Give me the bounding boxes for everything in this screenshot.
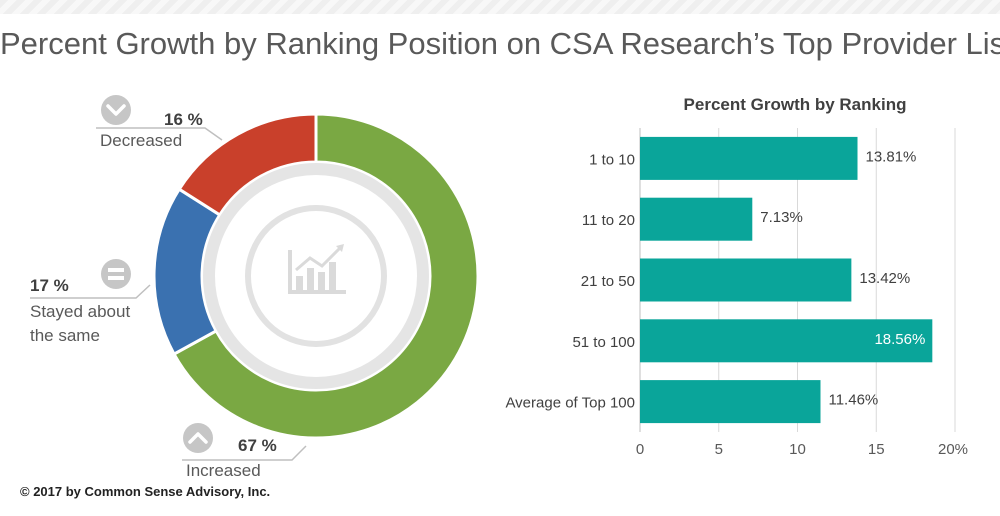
bar (640, 258, 852, 302)
bar (640, 136, 858, 180)
same-label: Stayed about the same (30, 302, 131, 345)
x-tick-label: 15 (868, 441, 885, 458)
category-label: 1 to 10 (589, 151, 635, 168)
value-label: 13.42% (859, 270, 910, 287)
value-label: 18.56% (874, 331, 925, 348)
equals-icon (101, 259, 131, 289)
callout-line-decreased (96, 127, 223, 141)
same-percent: 17 % (30, 276, 69, 295)
bar-chart-title: Percent Growth by Ranking (684, 95, 907, 114)
bar (640, 197, 753, 241)
copyright: © 2017 by Common Sense Advisory, Inc. (20, 484, 271, 499)
growth-chart-icon (245, 205, 387, 347)
increased-label: Increased (186, 461, 261, 480)
donut-inner-shadow (203, 163, 429, 389)
category-label: Average of Top 100 (505, 395, 635, 412)
chevron-up-icon (183, 423, 213, 453)
x-tick-label: 5 (715, 441, 723, 458)
value-label: 7.13% (760, 209, 803, 226)
category-label: 51 to 100 (572, 334, 635, 351)
decreased-label: Decreased (100, 131, 183, 150)
page-title: Percent Growth by Ranking Position on CS… (0, 26, 1000, 61)
chevron-down-icon (101, 95, 131, 125)
bar (640, 319, 933, 363)
value-label: 13.81% (866, 148, 917, 165)
x-tick-label: 20% (938, 441, 968, 458)
category-label: 11 to 20 (582, 212, 635, 229)
donut-slice-decreased (177, 112, 318, 217)
decreased-percent: 16 % (164, 110, 203, 129)
top-stripe (0, 0, 1000, 14)
bar (640, 380, 821, 424)
bar-chart: 1 to 10 13.81% 11 to 20 7.13% 21 to 50 13.42%… (505, 136, 933, 424)
increased-percent: 67 % (238, 436, 277, 455)
donut-chart (152, 112, 480, 440)
donut-slice-increased (171, 112, 480, 440)
x-tick-label: 10 (789, 441, 806, 458)
callout-line-same (30, 284, 151, 299)
category-label: 21 to 50 (581, 273, 635, 290)
callout-line-increased (182, 445, 307, 461)
value-label: 11.46% (828, 392, 878, 409)
x-tick-label: 0 (636, 441, 644, 458)
